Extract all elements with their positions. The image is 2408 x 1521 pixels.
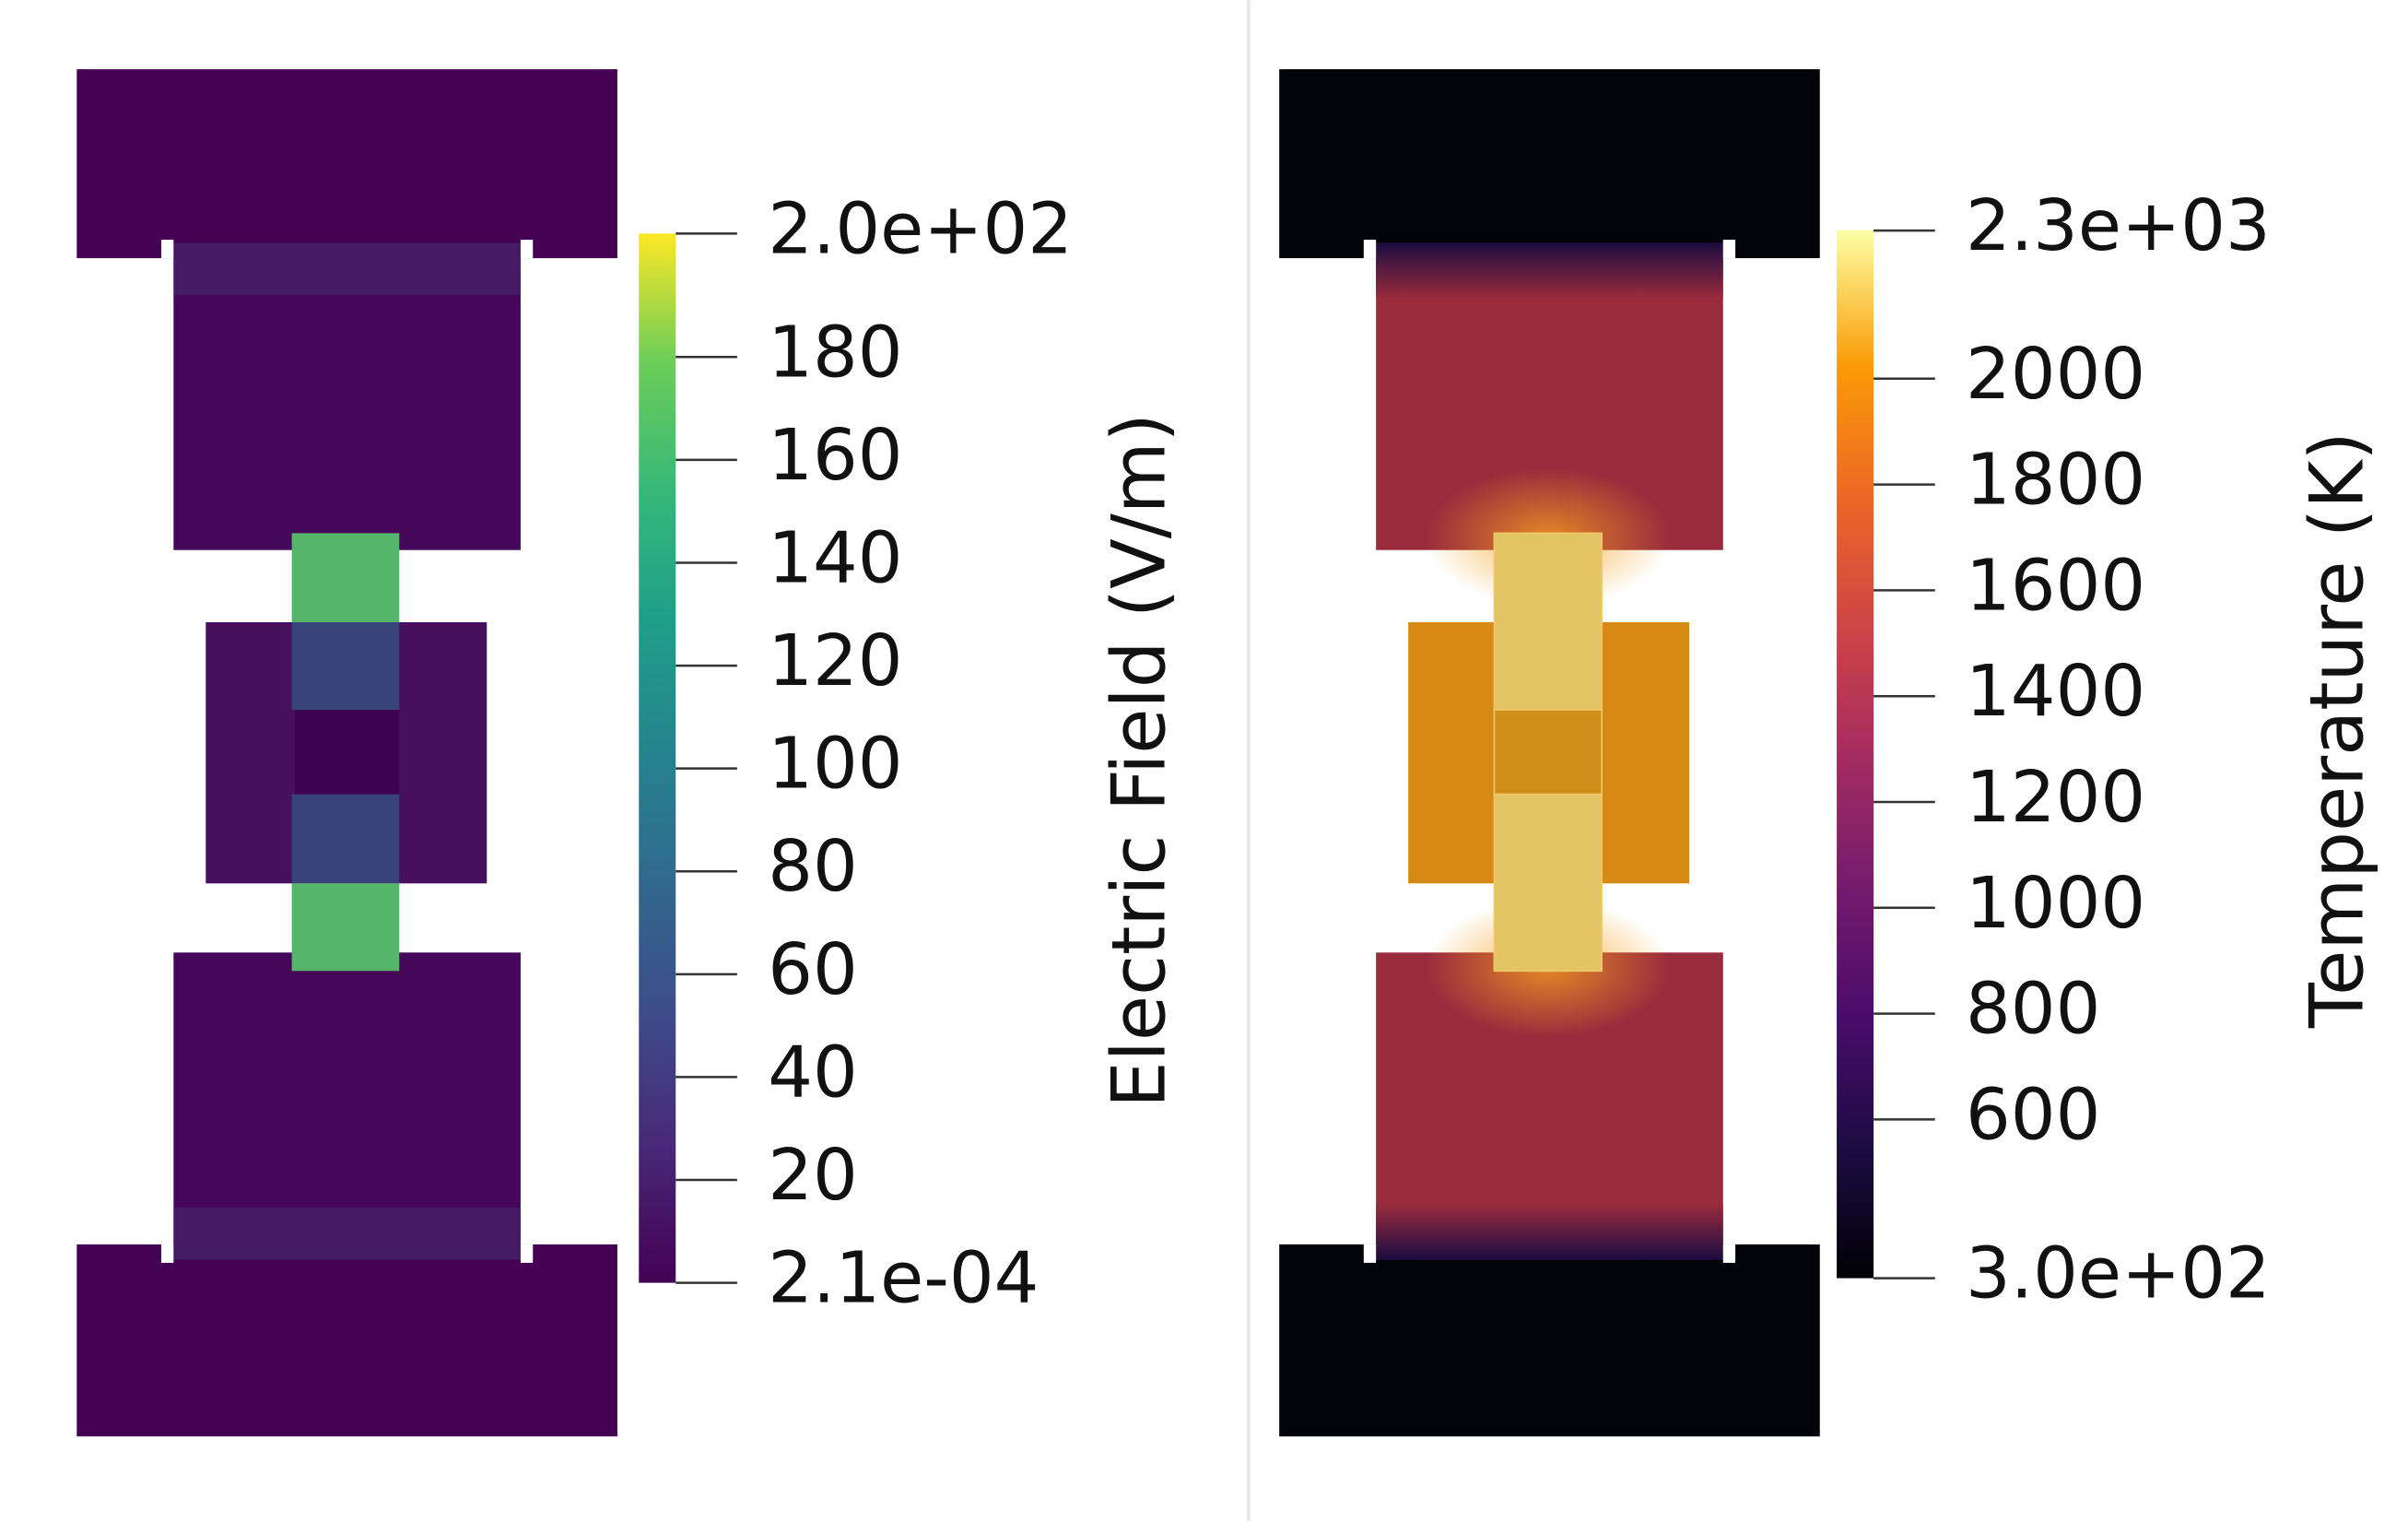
tick-label: 20 xyxy=(768,1135,858,1217)
tick-label: 2.3e+03 xyxy=(1966,185,2271,267)
colorbar xyxy=(1837,230,1874,1279)
tick-label: 2.1e-04 xyxy=(768,1238,1039,1320)
tick-label: 1000 xyxy=(1966,863,2145,945)
tick-label: 1400 xyxy=(1966,651,2145,733)
tick-label: 100 xyxy=(768,724,902,806)
tick-label: 1600 xyxy=(1966,545,2145,627)
tick-label: 160 xyxy=(768,415,902,497)
colorbar-title: Temperature (K) xyxy=(2294,431,2379,1029)
colorbar xyxy=(639,233,676,1283)
tick-label: 80 xyxy=(768,826,858,908)
tick-label: 40 xyxy=(768,1032,858,1114)
tick-label: 1200 xyxy=(1966,757,2145,839)
tick-label: 3.0e+02 xyxy=(1966,1233,2271,1315)
field-view xyxy=(76,69,617,1437)
tick-label: 140 xyxy=(768,517,902,599)
temperature-view xyxy=(1279,69,1820,1437)
tick-label: 2000 xyxy=(1966,334,2145,416)
tick-label: 180 xyxy=(768,312,902,394)
tick-label: 2.0e+02 xyxy=(768,188,1073,270)
tick-label: 120 xyxy=(768,620,902,702)
tick-label: 1800 xyxy=(1966,440,2145,522)
tick-label: 60 xyxy=(768,929,858,1011)
colorbar-title: Electric Field (V/m) xyxy=(1096,413,1181,1108)
tick-label: 800 xyxy=(1966,969,2100,1051)
tick-label: 600 xyxy=(1966,1074,2100,1156)
